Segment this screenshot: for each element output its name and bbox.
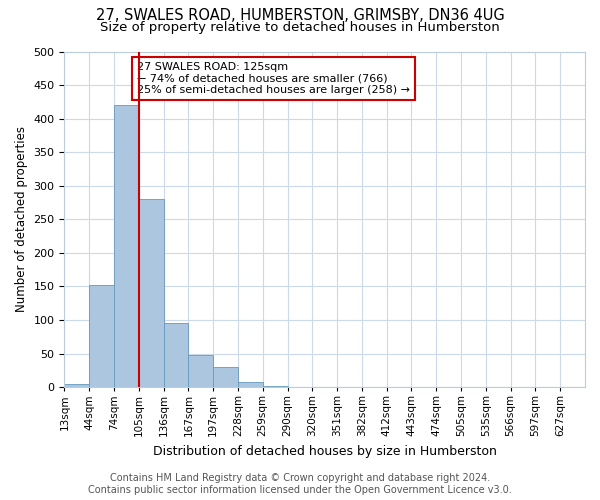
Bar [213, 367, 238, 387]
Bar [238, 382, 263, 387]
Bar [114, 105, 139, 387]
Bar [263, 386, 287, 387]
Text: Contains HM Land Registry data © Crown copyright and database right 2024.
Contai: Contains HM Land Registry data © Crown c… [88, 474, 512, 495]
Bar [188, 355, 213, 387]
Text: 27, SWALES ROAD, HUMBERSTON, GRIMSBY, DN36 4UG: 27, SWALES ROAD, HUMBERSTON, GRIMSBY, DN… [95, 8, 505, 22]
Text: Size of property relative to detached houses in Humberston: Size of property relative to detached ho… [100, 21, 500, 34]
Bar [64, 384, 89, 387]
Bar [164, 322, 188, 387]
Text: 27 SWALES ROAD: 125sqm
← 74% of detached houses are smaller (766)
25% of semi-de: 27 SWALES ROAD: 125sqm ← 74% of detached… [137, 62, 410, 95]
X-axis label: Distribution of detached houses by size in Humberston: Distribution of detached houses by size … [153, 444, 497, 458]
Y-axis label: Number of detached properties: Number of detached properties [15, 126, 28, 312]
Bar [139, 199, 164, 387]
Bar [89, 285, 114, 387]
